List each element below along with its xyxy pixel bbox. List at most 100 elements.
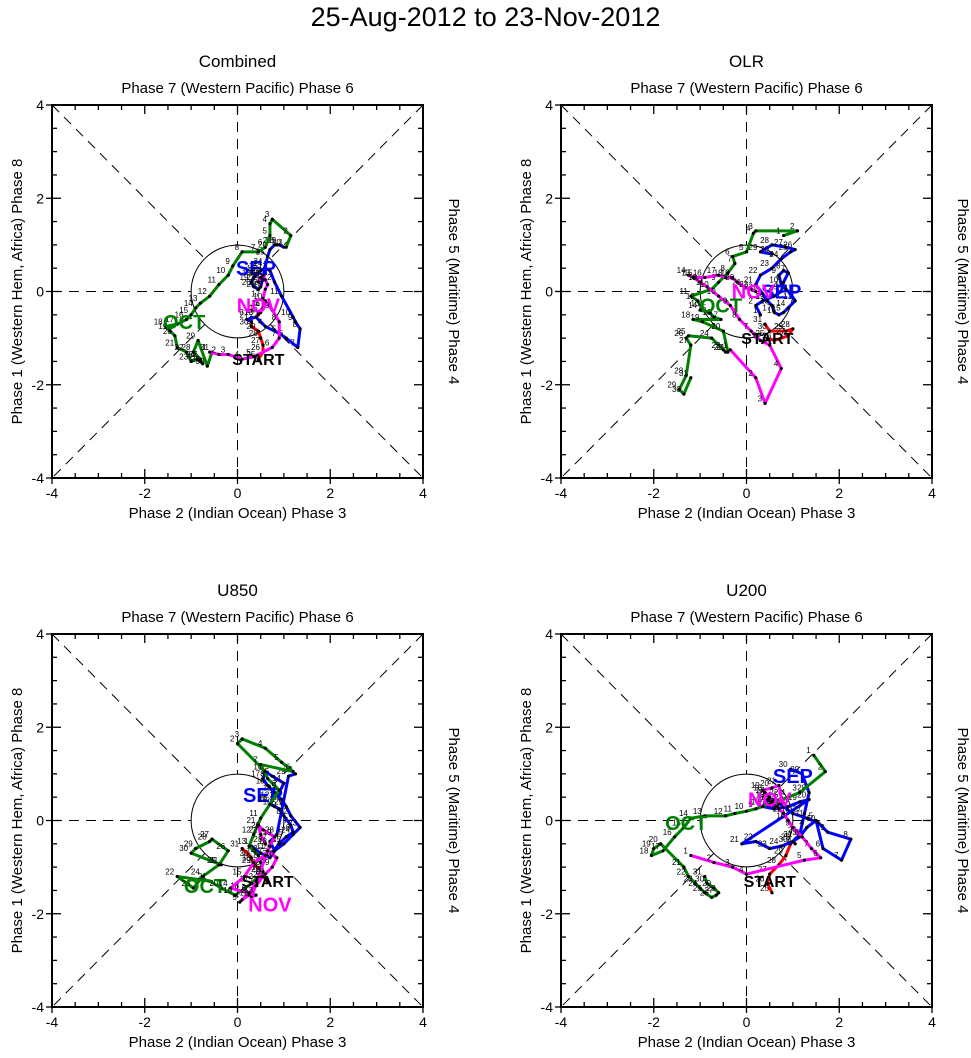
- data-point: [788, 250, 793, 254]
- day-label: 2: [283, 227, 288, 236]
- day-label: 23: [767, 795, 776, 804]
- start-label: START: [744, 874, 796, 891]
- day-label: 16: [253, 763, 262, 772]
- day-label: 12: [779, 285, 788, 294]
- day-label: 9: [820, 823, 825, 832]
- day-label: 10: [806, 814, 815, 823]
- y-tick-label: 0: [36, 284, 44, 300]
- day-label: 2: [707, 853, 712, 862]
- day-label: 13: [267, 784, 276, 793]
- data-point: [798, 800, 802, 804]
- data-point: [788, 292, 793, 296]
- y-tick-label: 2: [545, 190, 553, 206]
- day-label: 7: [253, 756, 258, 765]
- day-label: 8: [755, 798, 760, 807]
- day-label: 7: [290, 338, 295, 347]
- day-label: 5: [739, 243, 744, 252]
- day-label: 4: [258, 739, 263, 748]
- y-tick-label: 2: [36, 719, 44, 735]
- data-point: [254, 879, 258, 883]
- day-label: 4: [781, 788, 786, 797]
- data-point: [735, 280, 739, 284]
- day-label: 19: [691, 313, 700, 322]
- day-label: 2: [790, 222, 795, 231]
- day-label: 17: [244, 266, 253, 275]
- data-point: [779, 282, 783, 287]
- data-point: [772, 310, 776, 315]
- day-label: 21: [165, 338, 174, 347]
- day-label: 5: [774, 791, 779, 800]
- data-point: [196, 338, 200, 343]
- day-label: 23: [744, 283, 753, 292]
- data-point: [256, 329, 260, 333]
- day-label: 8: [293, 320, 298, 329]
- data-point: [779, 289, 783, 294]
- day-label: 20: [163, 327, 172, 336]
- month-label-sep: SEP: [236, 258, 276, 280]
- day-label: 31: [783, 830, 792, 839]
- data-point: [744, 872, 749, 876]
- day-label: 21: [274, 798, 283, 807]
- day-label: 10: [258, 795, 267, 804]
- y-tick-label: -2: [32, 377, 45, 393]
- day-label: 1: [776, 227, 781, 236]
- data-point: [254, 315, 258, 319]
- day-label: 10: [263, 798, 272, 807]
- data-point: [240, 898, 244, 902]
- day-label: 2: [748, 369, 753, 378]
- data-point: [298, 825, 302, 830]
- day-label: 11: [256, 842, 265, 851]
- y-tick-label: 4: [545, 626, 553, 642]
- data-point: [270, 345, 274, 350]
- left-axis-label: Phase 1 (Western Hem, Africa) Phase 8: [518, 688, 535, 954]
- day-label: 18: [681, 310, 690, 319]
- day-label: 13: [244, 308, 253, 317]
- data-point: [263, 278, 267, 282]
- day-label: 10: [253, 292, 262, 301]
- data-point: [689, 816, 693, 820]
- day-label: 17: [762, 303, 771, 312]
- day-label: 24: [700, 329, 709, 338]
- data-point: [682, 865, 686, 869]
- data-point: [763, 401, 767, 405]
- y-tick-label: -4: [32, 470, 45, 486]
- day-label: 25: [779, 243, 788, 252]
- day-label: 9: [785, 818, 790, 827]
- day-label: 31: [240, 308, 249, 317]
- day-label: 2: [239, 310, 244, 319]
- data-point: [226, 352, 230, 357]
- day-label: 17: [709, 310, 718, 319]
- data-point: [659, 842, 663, 846]
- data-point: [226, 849, 230, 853]
- data-point: [291, 832, 295, 837]
- day-label: 12: [714, 807, 723, 816]
- data-point: [296, 345, 300, 350]
- day-label: 25: [246, 350, 255, 359]
- day-label: 15: [697, 303, 706, 312]
- data-point: [279, 294, 284, 298]
- data-point: [786, 306, 790, 310]
- day-label: 5: [762, 336, 767, 345]
- data-point: [279, 760, 284, 764]
- month-label-oct: OCT: [163, 312, 205, 334]
- day-label: 23: [179, 352, 188, 361]
- right-axis-label: Phase 5 (Maritime) Phase 4: [954, 199, 971, 385]
- x-tick-label: 2: [326, 1014, 334, 1030]
- data-point: [261, 343, 265, 347]
- data-point: [247, 893, 251, 897]
- data-point: [754, 303, 758, 308]
- data-point: [263, 746, 267, 750]
- data-point: [726, 271, 730, 275]
- day-label: 7: [727, 255, 732, 264]
- data-point: [175, 345, 179, 350]
- data-point: [826, 830, 830, 834]
- day-label: 9: [225, 257, 230, 266]
- day-label: 26: [263, 842, 272, 851]
- data-point: [219, 863, 223, 867]
- data-point: [779, 257, 783, 261]
- data-point: [275, 856, 279, 860]
- data-point: [268, 802, 272, 806]
- data-point: [812, 753, 816, 757]
- data-point: [754, 807, 758, 811]
- data-point: [263, 769, 267, 774]
